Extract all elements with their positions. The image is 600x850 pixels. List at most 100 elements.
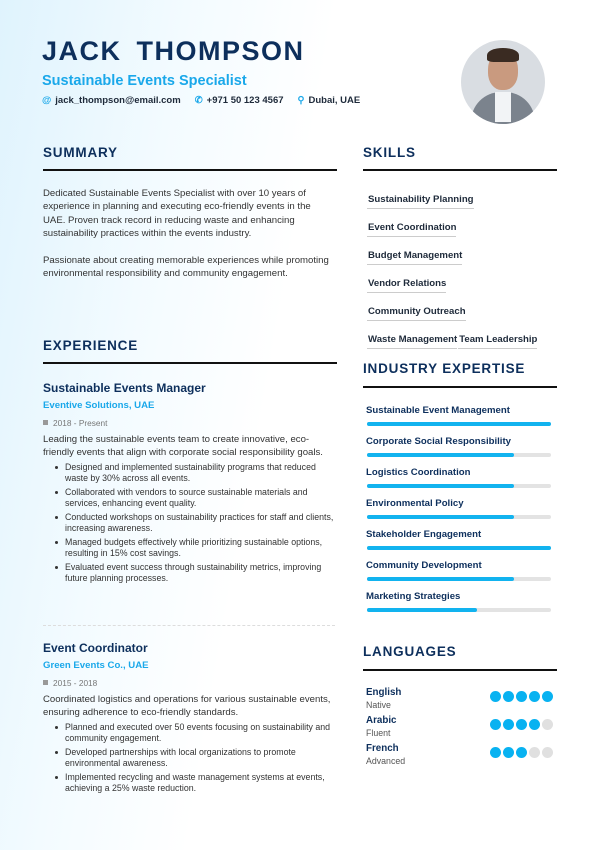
expertise-item: Logistics Coordination [363,467,557,488]
language-item: Arabic Fluent [366,715,553,738]
bullet: Evaluated event success through sustaina… [43,562,337,585]
language-name: French [366,743,399,754]
expertise-item: Stakeholder Engagement [363,529,557,550]
language-name: English [366,687,402,698]
job-entry: Event Coordinator Green Events Co., UAE … [43,641,337,797]
job-dates: 2015 - 2018 [43,678,337,688]
expertise-bar-fill [367,484,515,488]
company: Eventive Solutions, UAE [43,400,155,411]
bullet: Planned and executed over 50 events focu… [43,722,337,745]
phone-text: +971 50 123 4567 [206,95,284,106]
language-level: Native [366,700,391,710]
proficiency-dot [490,747,501,758]
proficiency-dots [490,747,553,766]
location-text: Dubai, UAE [308,95,361,106]
expertise-item: Environmental Policy [363,498,557,519]
dates-text: 2015 - 2018 [53,678,98,688]
at-icon: @ [42,95,52,106]
location: ⚲ Dubai, UAE [298,95,361,106]
proficiency-dot [529,691,540,702]
map-pin-icon: ⚲ [297,95,305,106]
language-level: Advanced [366,756,406,766]
email-text: jack_thompson@email.com [55,95,181,106]
proficiency-dot [503,691,514,702]
expertise-bar-fill [367,422,551,426]
expertise-bar-fill [367,608,478,612]
phone: ✆ +971 50 123 4567 [195,95,284,106]
proficiency-dot [529,747,540,758]
bullet: Designed and implemented sustainability … [43,462,337,485]
skill-tag: Vendor Relations [367,278,447,293]
experience-heading: EXPERIENCE [43,338,139,353]
divider [363,669,557,671]
summary-heading: SUMMARY [43,145,118,160]
proficiency-dot [516,747,527,758]
skill-tag: Community Outreach [367,306,466,321]
language-item: French Advanced [366,743,553,766]
expertise-heading: INDUSTRY EXPERTISE [363,361,526,376]
dates-text: 2018 - Present [53,418,108,428]
proficiency-dot [516,719,527,730]
expertise-label: Logistics Coordination [366,467,471,478]
job-title: Sustainable Events Specialist [42,73,247,89]
proficiency-dot [490,719,501,730]
expertise-bar [367,453,551,457]
job-bullets: Designed and implemented sustainability … [43,462,337,585]
bullet: Managed budgets effectively while priori… [43,537,337,560]
expertise-list: Sustainable Event Management Corporate So… [363,405,557,622]
expertise-bar-fill [367,577,515,581]
bullet: Collaborated with vendors to source sust… [43,487,337,510]
expertise-bar [367,577,551,581]
expertise-bar-fill [367,515,515,519]
candidate-name: JACK THOMPSON [42,36,305,66]
expertise-bar-fill [367,546,551,550]
expertise-label: Stakeholder Engagement [366,529,482,540]
expertise-bar [367,515,551,519]
calendar-icon [43,420,48,425]
divider [43,362,337,364]
expertise-item: Community Development [363,560,557,581]
languages-heading: LANGUAGES [363,644,457,659]
expertise-item: Marketing Strategies [363,591,557,612]
expertise-bar [367,546,551,550]
language-item: English Native [366,687,553,710]
skills-heading: SKILLS [363,145,416,160]
proficiency-dot [503,747,514,758]
job-bullets: Planned and executed over 50 events focu… [43,722,337,795]
proficiency-dot [542,719,553,730]
summary-paragraph: Dedicated Sustainable Events Specialist … [43,188,311,239]
divider [363,386,557,388]
proficiency-dot [516,691,527,702]
expertise-item: Sustainable Event Management [363,405,557,426]
divider [363,169,557,171]
calendar-icon [43,680,48,685]
expertise-label: Sustainable Event Management [366,405,510,416]
skills-list: Sustainability Planning Event Coordinati… [363,189,563,357]
job-description: Leading the sustainable events team to c… [43,434,323,459]
profile-photo [461,40,545,124]
languages-list: English Native Arabic Fluent French Advanced [366,687,553,771]
job-title: Sustainable Events Manager [43,381,206,395]
expertise-item: Corporate Social Responsibility [363,436,557,457]
company: Green Events Co., UAE [43,660,149,671]
expertise-bar [367,422,551,426]
expertise-label: Environmental Policy [366,498,464,509]
job-entry: Sustainable Events Manager Eventive Solu… [43,381,337,587]
skill-tag: Sustainability Planning [367,194,474,209]
expertise-bar-fill [367,453,515,457]
divider [43,625,335,626]
expertise-label: Community Development [366,560,482,571]
contact-info: @ jack_thompson@email.com ✆ +971 50 123 45… [42,95,360,106]
proficiency-dot [490,691,501,702]
summary-paragraph: Passionate about creating memorable expe… [43,255,329,280]
skill-tag: Event Coordination [367,222,457,237]
skill-tag: Waste Management [367,334,458,349]
expertise-bar [367,484,551,488]
proficiency-dot [542,747,553,758]
proficiency-dot [542,691,553,702]
proficiency-dots [490,719,553,738]
skill-tag: Budget Management [367,250,463,265]
email[interactable]: @ jack_thompson@email.com [42,95,181,106]
expertise-bar [367,608,551,612]
job-title: Event Coordinator [43,641,148,655]
